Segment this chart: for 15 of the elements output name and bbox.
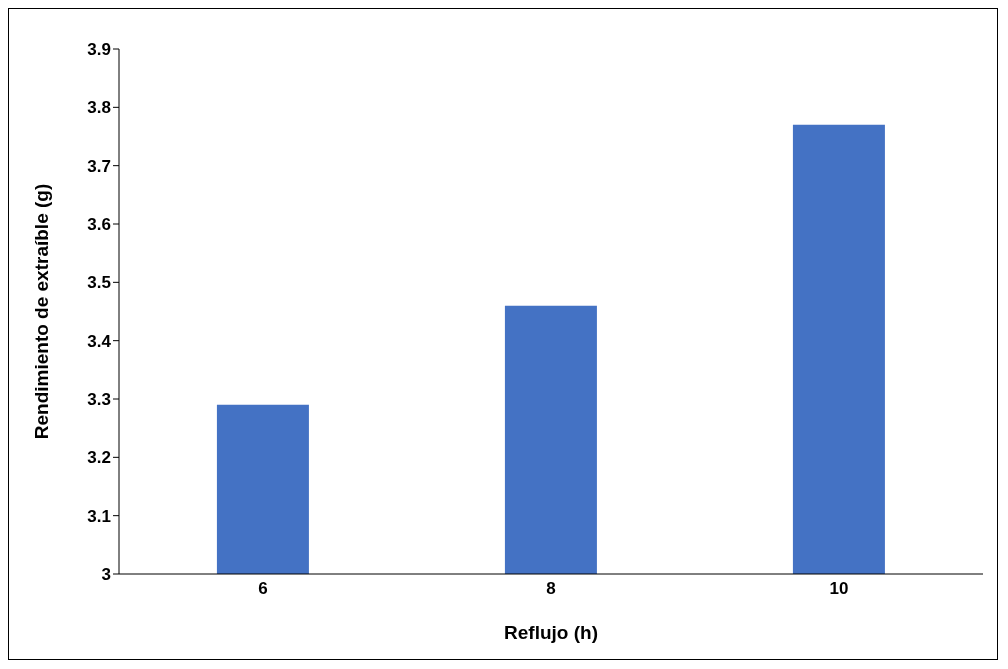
y-tick-label: 3.6 [87,215,111,235]
x-tick-label: 6 [258,579,268,599]
y-tick-label: 3.5 [87,273,111,293]
y-tick-label: 3.2 [87,448,111,468]
y-tick-label: 3 [101,565,111,585]
x-tick-label: 8 [546,579,556,599]
y-tick-label: 3.7 [87,156,111,176]
x-tick-label: 10 [829,579,849,599]
x-axis-title: Reflujo (h) [504,622,598,643]
y-tick-label: 3.3 [87,390,111,410]
y-tick-label: 3.9 [87,40,111,60]
y-axis-title: Rendimiento de extraíble (g) [30,183,52,440]
y-tick-label: 3.1 [87,506,111,526]
y-tick-label: 3.8 [87,98,111,118]
y-tick-label: 3.4 [87,331,112,351]
